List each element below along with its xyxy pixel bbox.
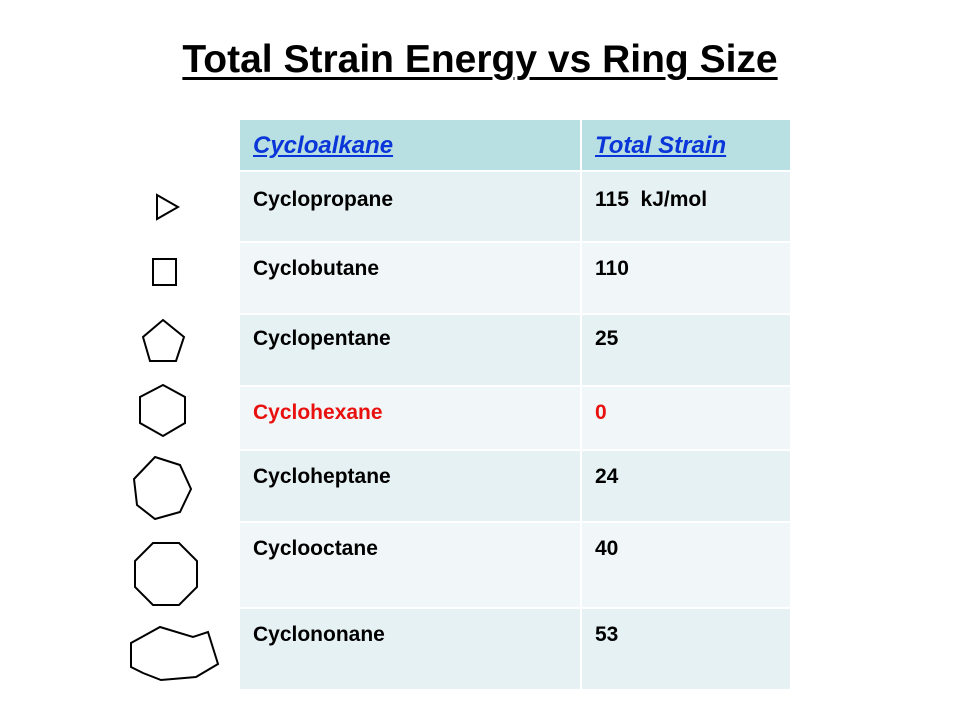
strain-value-highlighted: 0 xyxy=(581,386,792,451)
page-title: Total Strain Energy vs Ring Size xyxy=(182,38,778,81)
column-header-total-strain[interactable]: Total Strain xyxy=(581,120,792,172)
table-row: Cyclopropane 115 kJ/mol xyxy=(240,171,792,243)
octagon-icon xyxy=(134,542,198,606)
strain-table-container: Cycloalkane Total Strain Cyclopropane 11… xyxy=(240,120,792,691)
cycloalkane-name-highlighted: Cyclohexane xyxy=(240,386,582,451)
heptagon-icon xyxy=(132,455,193,521)
pentagon-icon xyxy=(141,318,186,362)
cycloalkane-name: Cyclononane xyxy=(240,608,582,691)
table-header-row: Cycloalkane Total Strain xyxy=(240,120,792,172)
table-row: Cyclobutane 110 xyxy=(240,242,792,315)
strain-value: 115 kJ/mol xyxy=(581,171,792,243)
cycloalkane-name: Cyclopentane xyxy=(240,314,582,387)
square-icon xyxy=(152,258,177,286)
strain-table: Cycloalkane Total Strain Cyclopropane 11… xyxy=(240,120,792,691)
strain-value: 25 xyxy=(581,314,792,387)
strain-value: 53 xyxy=(581,608,792,691)
nonagon-icon xyxy=(130,625,220,682)
cycloalkane-name: Cyclooctane xyxy=(240,522,582,609)
hexagon-icon xyxy=(139,383,186,438)
table-row: Cyclohexane 0 xyxy=(240,386,792,451)
table-row: Cycloheptane 24 xyxy=(240,450,792,523)
table-row: Cyclooctane 40 xyxy=(240,522,792,609)
table-row: Cyclopentane 25 xyxy=(240,314,792,387)
triangle-icon xyxy=(156,193,181,221)
cycloalkane-name: Cycloheptane xyxy=(240,450,582,523)
table-row: Cyclononane 53 xyxy=(240,608,792,691)
cycloalkane-name: Cyclopropane xyxy=(240,171,582,243)
strain-value: 110 xyxy=(581,242,792,315)
column-header-cycloalkane[interactable]: Cycloalkane xyxy=(240,120,582,172)
strain-value: 24 xyxy=(581,450,792,523)
strain-value: 40 xyxy=(581,522,792,609)
cycloalkane-name: Cyclobutane xyxy=(240,242,582,315)
